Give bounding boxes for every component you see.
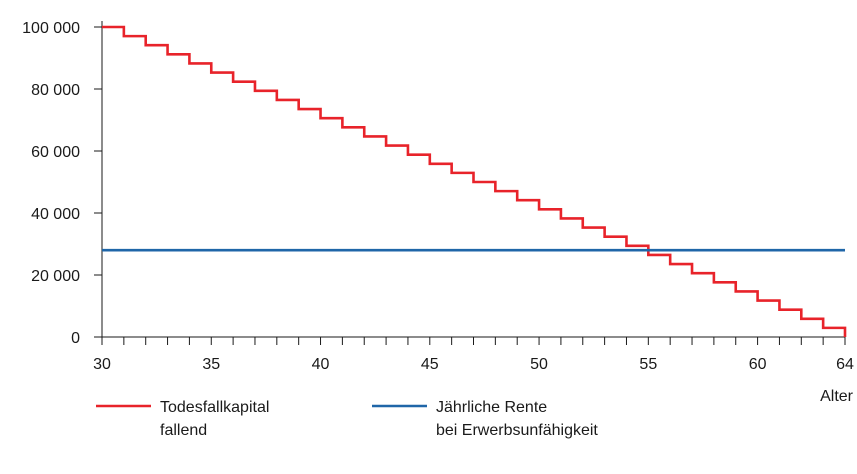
y-tick-label: 80 000 [31,82,80,99]
y-tick-label: 100 000 [22,20,80,37]
x-tick-label: 60 [749,356,767,373]
x-tick-label: 64 [836,356,854,373]
legend-label-2: bei Erwerbsunfähigkeit [436,422,598,439]
y-tick-label: 40 000 [31,206,80,223]
x-axis-title: Alter [820,388,854,405]
x-tick-label: 30 [93,356,111,373]
y-tick-label: 20 000 [31,268,80,285]
x-tick-label: 35 [202,356,220,373]
axes: 0 20 000 40 000 60 000 80 000 100 000 30 35 40 45… [22,20,854,405]
y-tick-label: 0 [71,330,80,347]
x-tick-label: 40 [312,356,330,373]
legend: Todesfallkapital fallend Jährliche Rente be… [96,399,598,439]
series-line-1 [102,25,847,337]
series-layer [102,25,847,337]
legend-label-1: fallend [160,422,207,439]
legend-label-2: Jährliche Rente [436,399,547,416]
x-tick-label: 45 [421,356,439,373]
y-tick-label: 60 000 [31,144,80,161]
x-tick-label: 55 [639,356,657,373]
x-tick-label: 50 [530,356,548,373]
legend-label-1: Todesfallkapital [160,399,269,416]
